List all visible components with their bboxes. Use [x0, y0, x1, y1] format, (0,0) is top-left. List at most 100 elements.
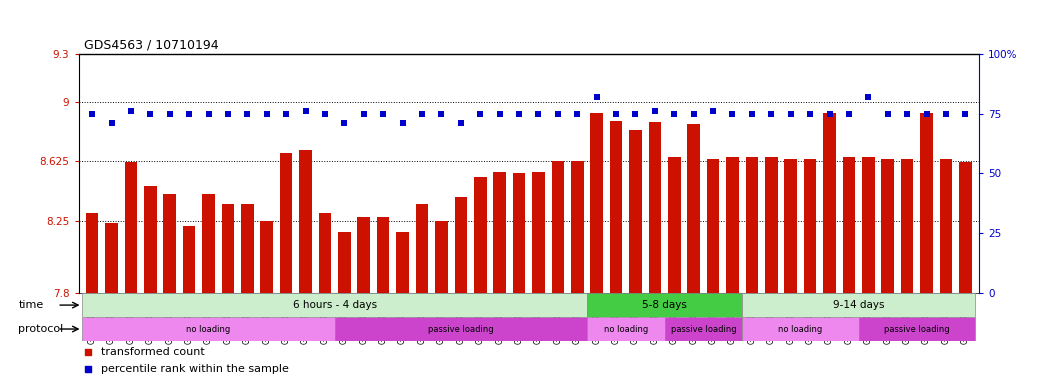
Bar: [261, 221, 273, 293]
Point: [666, 111, 683, 117]
Bar: [83, 293, 587, 317]
Bar: [397, 232, 409, 293]
Text: transformed count: transformed count: [101, 347, 205, 357]
Point: [550, 111, 566, 117]
Bar: [493, 172, 506, 293]
Point: [879, 111, 896, 117]
Point: [80, 366, 96, 372]
Point: [782, 111, 799, 117]
Bar: [745, 157, 758, 293]
Point: [297, 108, 314, 114]
Bar: [357, 217, 370, 293]
Bar: [862, 157, 874, 293]
Point: [395, 120, 411, 126]
Bar: [241, 204, 253, 293]
Point: [705, 108, 721, 114]
Point: [763, 111, 780, 117]
Text: passive loading: passive loading: [428, 324, 493, 334]
Bar: [900, 159, 913, 293]
Bar: [335, 317, 587, 341]
Text: GDS4563 / 10710194: GDS4563 / 10710194: [84, 39, 219, 52]
Bar: [299, 149, 312, 293]
Text: passive loading: passive loading: [670, 324, 736, 334]
Bar: [609, 121, 622, 293]
Point: [646, 108, 663, 114]
Bar: [105, 223, 118, 293]
Point: [355, 111, 372, 117]
Point: [821, 111, 838, 117]
Bar: [688, 124, 700, 293]
Text: no loading: no loading: [778, 324, 823, 334]
Bar: [338, 232, 351, 293]
Bar: [939, 159, 953, 293]
Point: [511, 111, 528, 117]
Point: [336, 120, 353, 126]
Point: [122, 108, 139, 114]
Bar: [742, 293, 975, 317]
Text: passive loading: passive loading: [884, 324, 950, 334]
Bar: [859, 317, 975, 341]
Bar: [571, 161, 583, 293]
Point: [607, 111, 624, 117]
Point: [472, 111, 489, 117]
Bar: [222, 204, 235, 293]
Point: [957, 111, 974, 117]
Bar: [318, 214, 331, 293]
Point: [841, 111, 857, 117]
Bar: [552, 161, 564, 293]
Text: percentile rank within the sample: percentile rank within the sample: [101, 364, 289, 374]
Bar: [882, 159, 894, 293]
Text: protocol: protocol: [19, 324, 64, 334]
Bar: [742, 317, 859, 341]
Bar: [280, 153, 292, 293]
Bar: [665, 317, 742, 341]
Point: [686, 111, 703, 117]
Bar: [513, 174, 526, 293]
Point: [530, 111, 547, 117]
Bar: [163, 194, 176, 293]
Point: [918, 111, 935, 117]
Bar: [587, 317, 665, 341]
Bar: [144, 186, 157, 293]
Text: 6 hours - 4 days: 6 hours - 4 days: [292, 300, 377, 310]
Point: [200, 111, 217, 117]
Bar: [765, 157, 778, 293]
Bar: [454, 197, 467, 293]
Bar: [377, 217, 389, 293]
Bar: [416, 204, 428, 293]
Bar: [587, 293, 742, 317]
Point: [588, 94, 605, 100]
Point: [802, 111, 819, 117]
Point: [104, 120, 120, 126]
Text: 9-14 days: 9-14 days: [832, 300, 885, 310]
Point: [84, 111, 101, 117]
Text: no loading: no loading: [604, 324, 648, 334]
Bar: [86, 214, 98, 293]
Point: [452, 120, 469, 126]
Point: [937, 111, 954, 117]
Bar: [707, 159, 719, 293]
Bar: [648, 122, 661, 293]
Point: [277, 111, 294, 117]
Point: [433, 111, 450, 117]
Bar: [474, 177, 487, 293]
Text: 5-8 days: 5-8 days: [642, 300, 687, 310]
Bar: [784, 159, 797, 293]
Bar: [591, 113, 603, 293]
Point: [725, 111, 741, 117]
Text: no loading: no loading: [186, 324, 230, 334]
Point: [627, 111, 644, 117]
Point: [316, 111, 333, 117]
Bar: [804, 159, 817, 293]
Point: [259, 111, 275, 117]
Point: [220, 111, 237, 117]
Point: [142, 111, 159, 117]
Point: [414, 111, 430, 117]
Point: [491, 111, 508, 117]
Bar: [532, 172, 544, 293]
Bar: [125, 162, 137, 293]
Text: time: time: [19, 300, 44, 310]
Point: [860, 94, 876, 100]
Point: [239, 111, 255, 117]
Bar: [668, 157, 681, 293]
